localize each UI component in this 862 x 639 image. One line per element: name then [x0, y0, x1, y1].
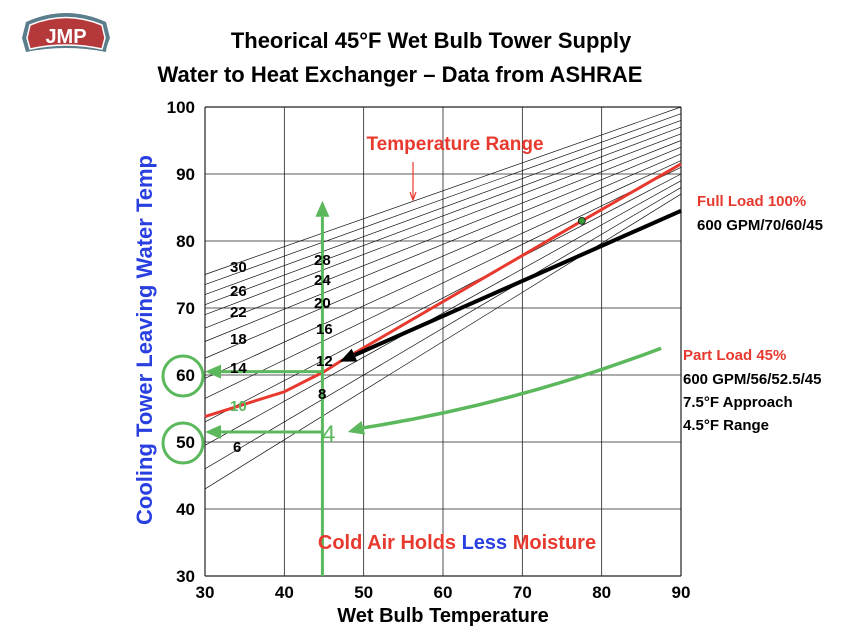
highlight-circle — [161, 354, 205, 398]
cold-air-part2: Less — [462, 532, 508, 554]
range-label: 24 — [314, 272, 331, 289]
range-label: 6 — [233, 439, 241, 456]
range-line — [204, 133, 682, 316]
part-load-title: Part Load 45% — [683, 347, 786, 364]
range-line — [204, 173, 682, 423]
x-tick-label: 30 — [196, 583, 215, 602]
grid — [204, 106, 682, 577]
part-load-arrow — [362, 346, 662, 430]
range-line — [204, 153, 682, 359]
arrow-head — [315, 200, 330, 217]
cold-air-part3: Moisture — [507, 532, 596, 554]
range-label: 16 — [316, 321, 333, 338]
range-label: 12 — [316, 353, 333, 370]
range-line — [204, 113, 682, 285]
x-tick-labels: 30 40 50 60 70 80 90 — [196, 583, 691, 602]
range-line — [204, 126, 682, 305]
arrow-line — [353, 209, 682, 357]
range-label: 8 — [318, 386, 326, 403]
x-axis-label: Wet Bulb Temperature — [337, 605, 549, 627]
chart-title-line-1: Theorical 45°F Wet Bulb Tower Supply — [231, 28, 632, 53]
x-tick-label: 60 — [434, 583, 453, 602]
cold-air-annotation: Cold Air Holds Less Moisture — [318, 532, 596, 554]
x-tick-label: 80 — [592, 583, 611, 602]
x-tick-label: 70 — [513, 583, 532, 602]
range-line — [204, 166, 682, 399]
range-line — [204, 120, 682, 295]
y-tick-label: 70 — [176, 299, 195, 318]
range-label: 20 — [314, 295, 331, 312]
y-axis-label: Cooling Tower Leaving Water Temp — [132, 155, 157, 525]
chart-title-line-2: Water to Heat Exchanger – Data from ASHR… — [158, 62, 643, 87]
y-tick-labels: 30 40 50 60 70 80 90 100 — [167, 98, 195, 586]
y-tick-label: 100 — [167, 98, 195, 117]
arrow-head — [339, 348, 358, 362]
range-label: 22 — [230, 304, 247, 321]
x-tick-label: 40 — [275, 583, 294, 602]
range-line — [204, 180, 682, 446]
range-label: 10 — [230, 398, 247, 415]
arrow-head — [205, 364, 221, 379]
y-tick-label: 30 — [176, 567, 195, 586]
y-tick-label: 80 — [176, 232, 195, 251]
range-label: 28 — [314, 252, 331, 269]
highlight-circle — [161, 421, 205, 465]
part-load-range: 4.5°F Range — [683, 417, 769, 434]
y-tick-label: 40 — [176, 500, 195, 519]
y-tick-label: 50 — [176, 433, 195, 452]
arrows — [161, 200, 682, 576]
full-load-title: Full Load 100% — [697, 193, 806, 210]
cold-air-part1: Cold Air Holds — [318, 532, 462, 554]
y-tick-label: 60 — [176, 366, 195, 385]
jmp-logo: JMP — [22, 13, 110, 52]
data-point-marker — [577, 216, 586, 225]
range-label: 30 — [230, 259, 247, 276]
arrow-head — [347, 421, 366, 435]
full-load-detail: 600 GPM/70/60/45 — [697, 217, 823, 234]
range-line — [204, 187, 682, 470]
range-line — [204, 193, 682, 490]
series — [204, 162, 682, 418]
temperature-range-label: Temperature Range — [366, 134, 543, 155]
range-line — [204, 140, 682, 329]
part-load-detail: 600 GPM/56/52.5/45 — [683, 371, 821, 388]
range-label: 26 — [230, 283, 247, 300]
series-line-full-load — [204, 162, 682, 418]
x-tick-label: 50 — [354, 583, 373, 602]
svg-text:JMP: JMP — [45, 26, 86, 48]
range-line — [204, 160, 682, 379]
range-label: 4 — [322, 421, 335, 448]
range-line — [204, 106, 682, 275]
range-line — [204, 146, 682, 342]
range-label: 14 — [230, 360, 247, 377]
part-load-approach: 7.5°F Approach — [683, 394, 793, 411]
x-tick-label: 90 — [672, 583, 691, 602]
arrow-head — [205, 424, 221, 439]
range-label: 18 — [230, 331, 247, 348]
range-lines — [204, 106, 682, 490]
y-tick-label: 90 — [176, 165, 195, 184]
